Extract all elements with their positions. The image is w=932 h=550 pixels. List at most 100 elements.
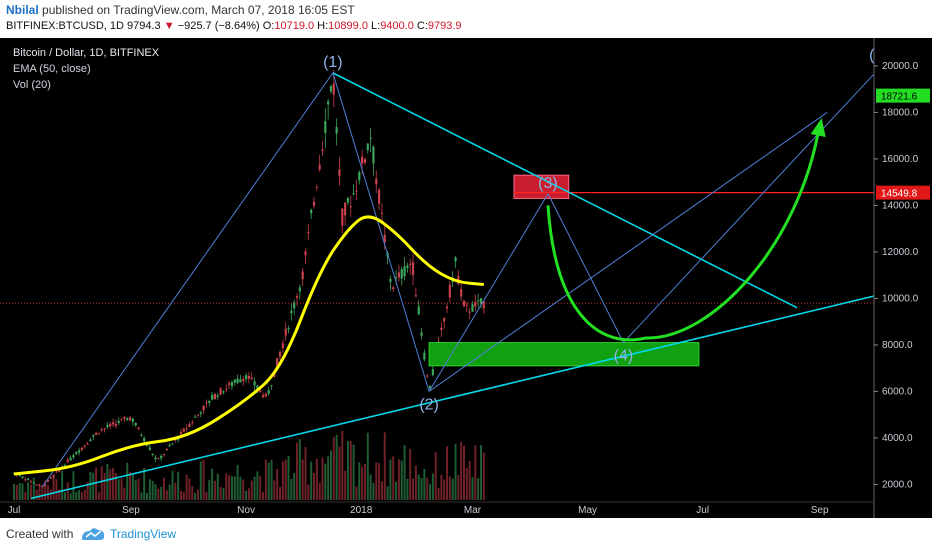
candle-body (174, 439, 177, 441)
volume-bar (38, 486, 41, 500)
volume-bar (177, 471, 180, 500)
candle-body (18, 474, 21, 477)
wave-line-3[interactable] (428, 193, 549, 392)
candle-body (157, 458, 160, 460)
candle-body (143, 437, 146, 442)
volume-bar (225, 473, 228, 500)
volume-bar (69, 493, 72, 500)
candle-body (72, 455, 75, 458)
candle-body (389, 278, 392, 283)
volume-bar (477, 478, 480, 500)
volume-bar (446, 446, 449, 500)
candle-body (310, 209, 313, 214)
y-tick-label: 8000.0 (882, 340, 913, 351)
volume-bar (482, 452, 485, 500)
wave-line-5[interactable] (623, 63, 885, 343)
volume-bar (460, 441, 463, 500)
volume-bar (329, 450, 332, 500)
volume-bar (222, 488, 225, 500)
volume-bar (49, 489, 52, 500)
rising-trendline[interactable] (30, 288, 903, 500)
candle-body (346, 197, 350, 203)
candle-body (318, 164, 321, 170)
price-chart[interactable]: (1)(2)(3)(4)(5 2000.04000.06000.08000.01… (0, 38, 932, 518)
candle-body (92, 435, 95, 437)
candle-body (363, 159, 367, 163)
volume-bar (63, 492, 66, 500)
publish-text: published on TradingView.com, March 07, … (42, 3, 355, 17)
volume-bar (318, 482, 321, 500)
candle-body (332, 83, 335, 95)
wave-label: (1) (323, 54, 343, 71)
forecast-curve[interactable] (546, 123, 822, 342)
volume-bar (202, 459, 205, 500)
volume-bar (332, 436, 335, 500)
volume-bar (344, 470, 347, 500)
volume-bar (434, 452, 437, 500)
candle-body (383, 234, 386, 243)
candle-body (284, 328, 287, 336)
candle-body (352, 193, 355, 195)
volume-bar (264, 459, 267, 500)
volume-bar (129, 472, 132, 500)
candle-body (66, 459, 69, 462)
volume-bar (465, 467, 468, 500)
volume-bar (335, 434, 338, 500)
volume-bar (315, 458, 318, 500)
axes: 2000.0 4000.0 6000.0 8000.0 10000.0 12000.0 14… (0, 38, 932, 518)
wave-line-2[interactable] (332, 72, 430, 392)
candle-body (267, 390, 270, 394)
wave-line-1[interactable] (41, 72, 334, 488)
candle-body (414, 295, 417, 297)
candle-body (338, 169, 341, 176)
candle-body (219, 388, 222, 395)
candle-body (128, 417, 132, 421)
volume-bar (100, 466, 103, 500)
candle-body (431, 369, 434, 376)
volume-bar (103, 473, 106, 500)
legend-ema: EMA (50, close) (13, 63, 91, 75)
price-axis[interactable] (874, 38, 932, 518)
candle-body (375, 178, 378, 185)
volume-bar (247, 488, 250, 500)
fan-line[interactable] (428, 111, 828, 392)
candle-body (21, 476, 24, 478)
volume-bar (355, 486, 358, 500)
author-link[interactable]: Nbilal (6, 3, 39, 17)
candle-body (392, 287, 395, 290)
volume-bar (44, 480, 47, 500)
candles (12, 70, 485, 488)
volume-bar (397, 459, 400, 500)
candle-body (482, 301, 485, 309)
candle-body (196, 414, 200, 416)
candle-body (140, 434, 143, 436)
volume-bar (46, 484, 49, 500)
candle-body (46, 479, 50, 482)
candle-body (225, 388, 228, 390)
candle-body (191, 422, 194, 424)
volume-bar (196, 489, 199, 500)
candle-body (304, 251, 307, 256)
candle-body (293, 302, 296, 309)
volume-bar (417, 474, 420, 500)
wave-line-4[interactable] (547, 193, 624, 343)
candle-body (355, 190, 358, 192)
open-label: O: (262, 20, 275, 32)
candle-body (32, 482, 35, 484)
candle-body (400, 269, 403, 279)
candle-body (114, 423, 117, 427)
candle-body (211, 394, 214, 400)
tradingview-brand[interactable]: TradingView (110, 527, 177, 541)
candle-body (423, 352, 426, 360)
candle-body (205, 402, 208, 404)
falling-trendline[interactable] (332, 72, 798, 309)
volume-bar (327, 456, 330, 500)
support-zone[interactable] (428, 342, 700, 367)
x-tick-label: Sep (811, 505, 829, 516)
candle-body (253, 381, 256, 386)
volume-bar (372, 482, 375, 500)
candle-body (242, 378, 245, 382)
candle-body (35, 484, 38, 486)
volume-bar (123, 487, 126, 500)
candle-body (259, 390, 262, 393)
